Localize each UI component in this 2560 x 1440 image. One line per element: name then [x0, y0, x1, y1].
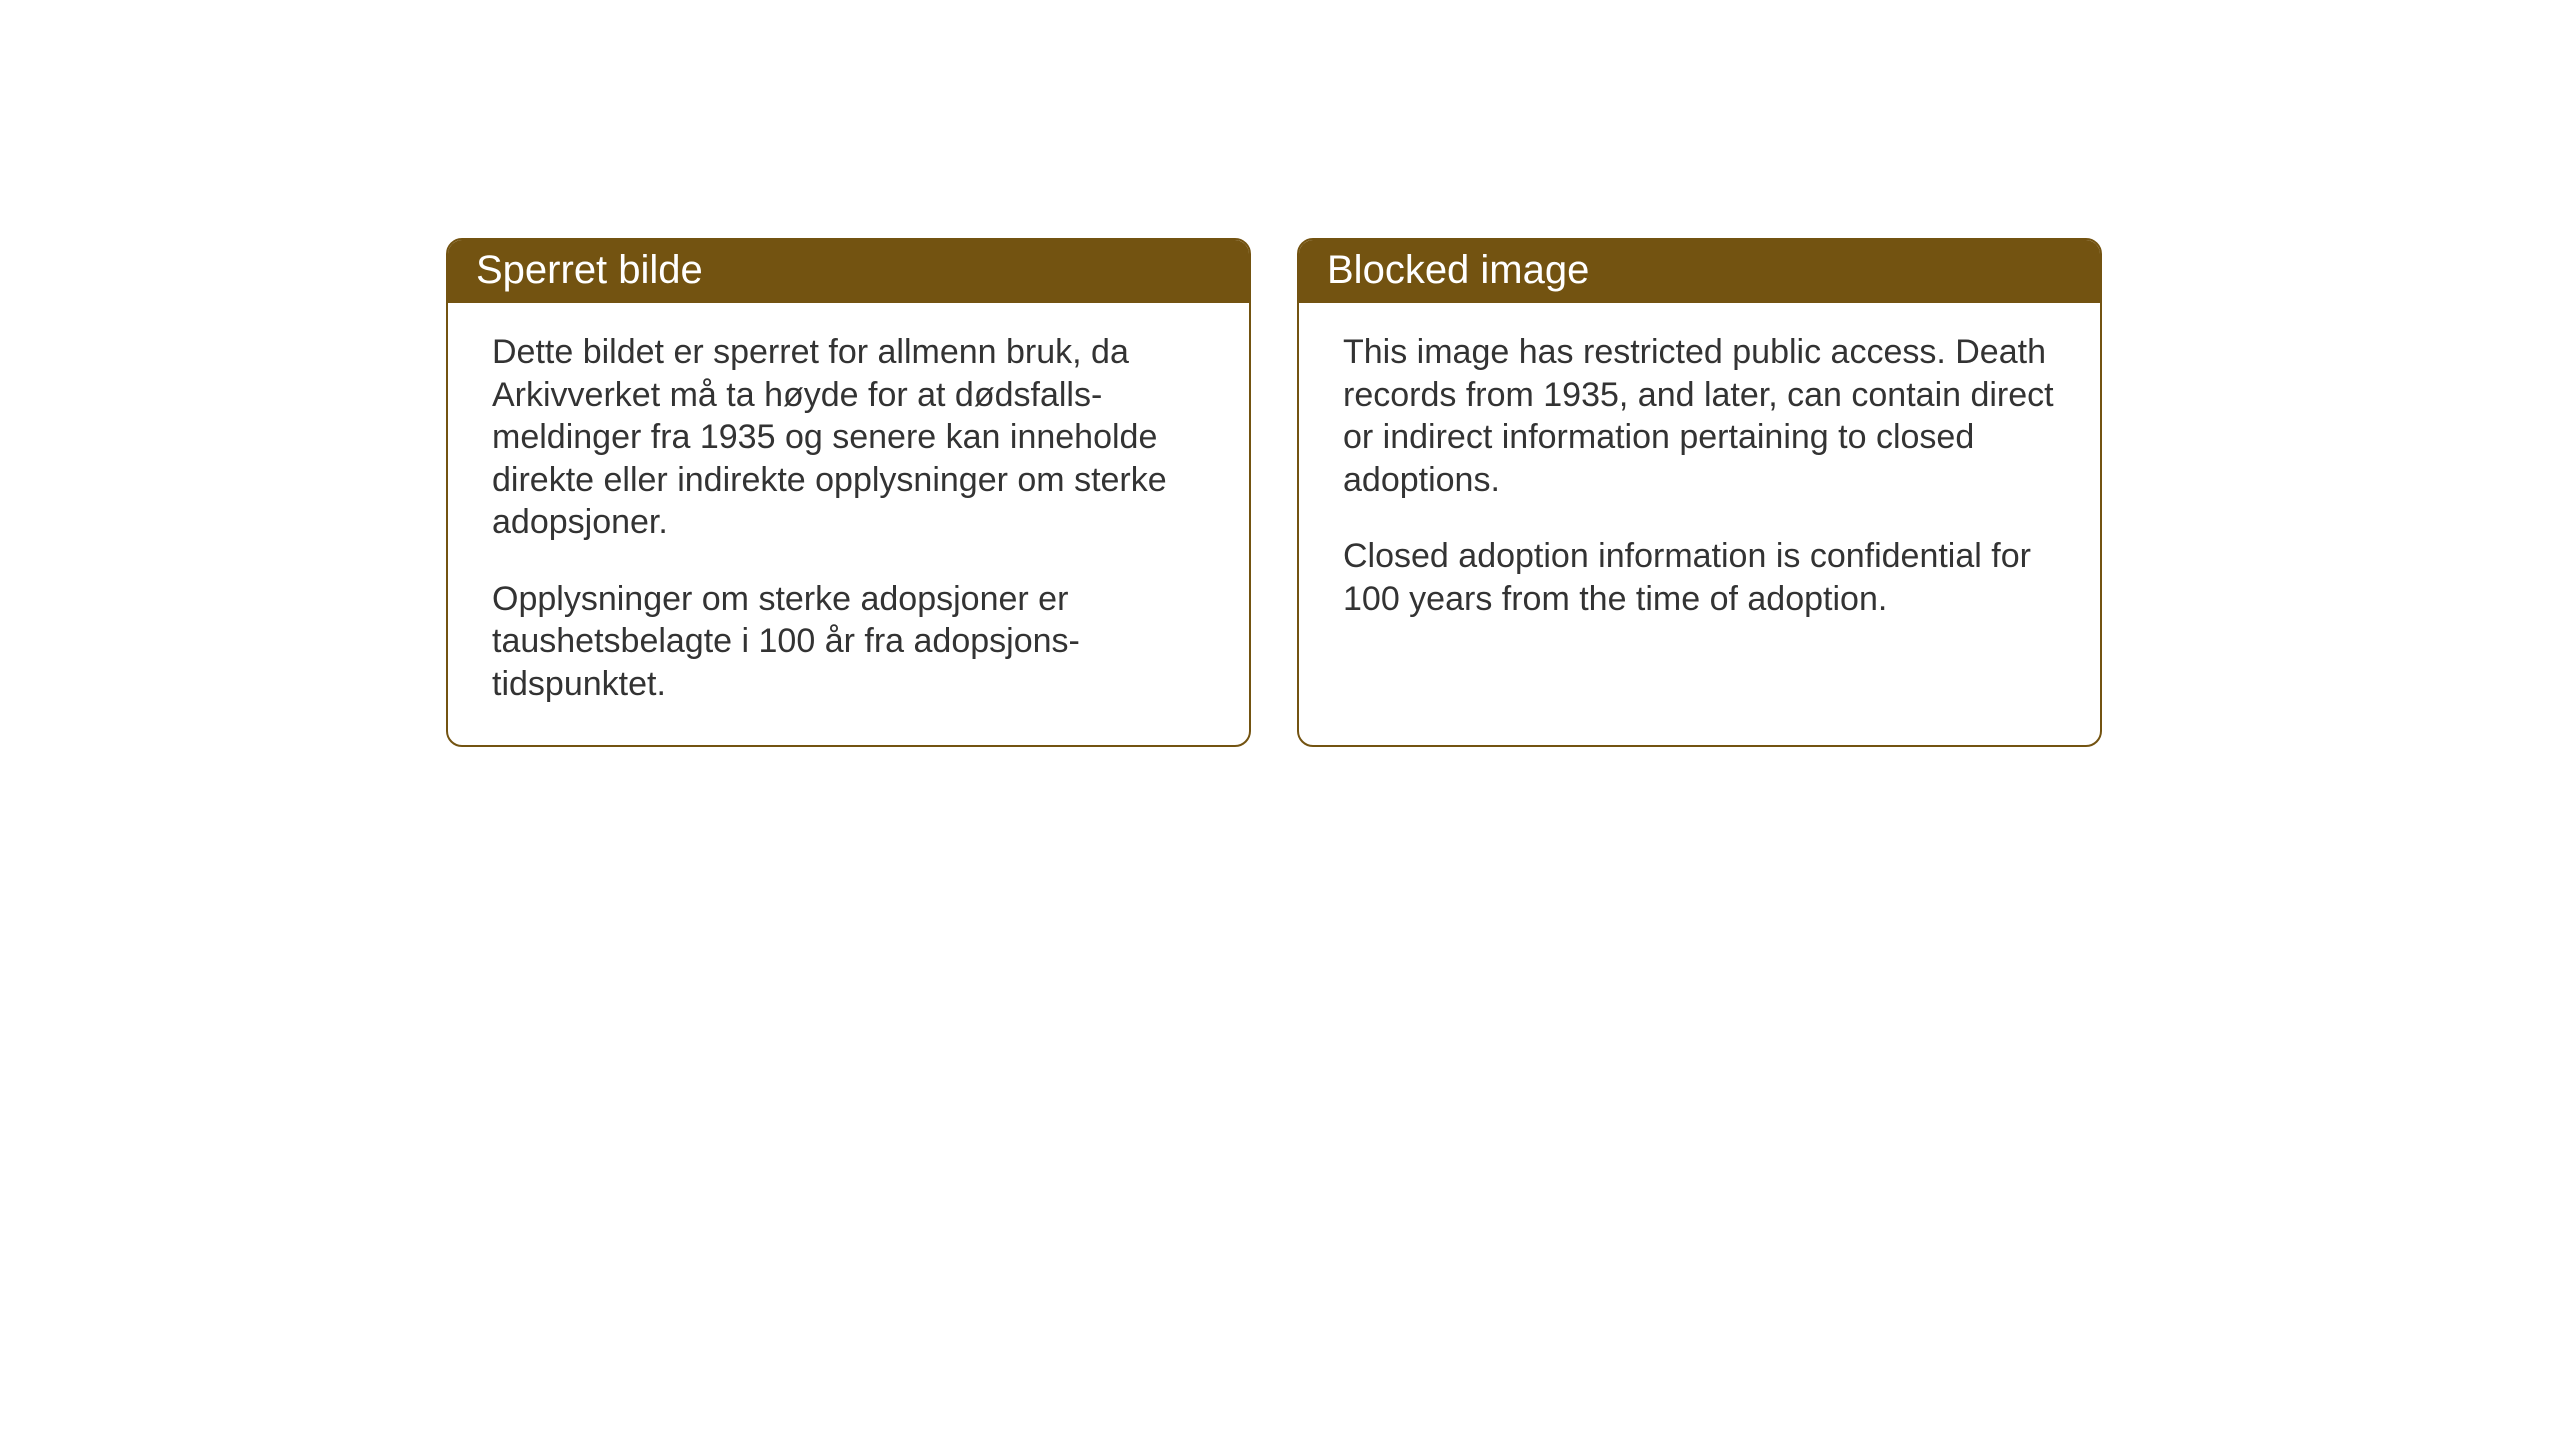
notice-container: Sperret bilde Dette bildet er sperret fo…: [446, 238, 2102, 747]
card-title-norwegian: Sperret bilde: [476, 248, 703, 292]
card-paragraph-2-english: Closed adoption information is confident…: [1343, 535, 2056, 620]
card-title-english: Blocked image: [1327, 248, 1589, 292]
card-body-english: This image has restricted public access.…: [1299, 303, 2100, 700]
notice-card-norwegian: Sperret bilde Dette bildet er sperret fo…: [446, 238, 1251, 747]
card-paragraph-1-norwegian: Dette bildet er sperret for allmenn bruk…: [492, 331, 1205, 544]
card-header-norwegian: Sperret bilde: [448, 240, 1249, 303]
card-body-norwegian: Dette bildet er sperret for allmenn bruk…: [448, 303, 1249, 745]
card-paragraph-1-english: This image has restricted public access.…: [1343, 331, 2056, 501]
notice-card-english: Blocked image This image has restricted …: [1297, 238, 2102, 747]
card-header-english: Blocked image: [1299, 240, 2100, 303]
card-paragraph-2-norwegian: Opplysninger om sterke adopsjoner er tau…: [492, 578, 1205, 706]
